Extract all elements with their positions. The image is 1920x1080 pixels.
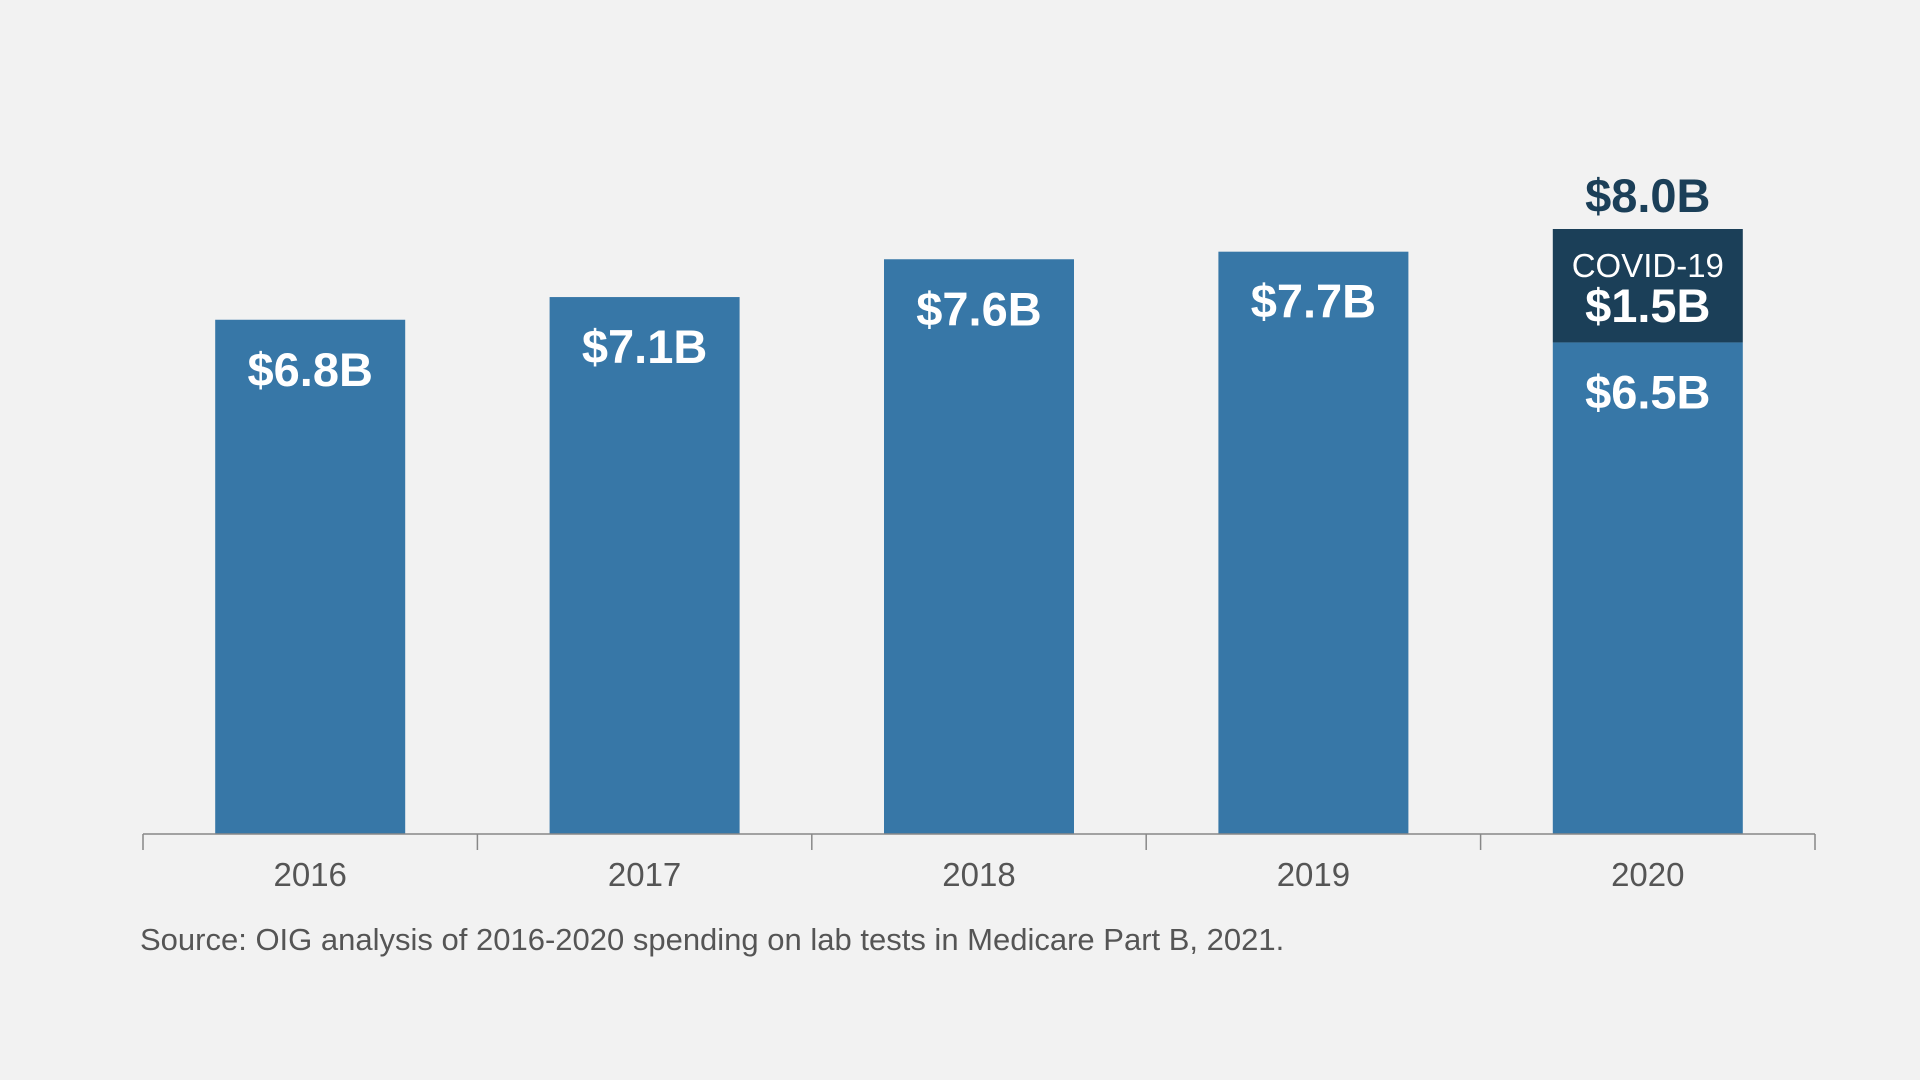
x-tick-label-2020: 2020 [1611, 856, 1684, 893]
bar-2020 [1552, 342, 1743, 834]
labels-group: $6.8B $7.1B $7.6B $7.7B COVID-19$1.5B $8.0B $6… [247, 169, 1723, 418]
bar-value-label-2016: $6.8B [247, 343, 372, 396]
bar-value-label-2020: $6.5B [1585, 365, 1710, 418]
x-tick-label-2019: 2019 [1277, 856, 1350, 893]
bar-value-label-2019: $7.7B [1251, 275, 1376, 328]
bars-group [215, 229, 1743, 834]
bar-2017 [549, 297, 740, 834]
total-label-2020: $8.0B [1585, 169, 1710, 222]
bar-2018 [884, 259, 1074, 834]
x-tick-label-2017: 2017 [608, 856, 681, 893]
covid-segment-name: COVID-19 [1572, 247, 1724, 284]
x-axis: 2016 2017 2018 2019 2020 [142, 833, 1816, 893]
bar-value-label-2017: $7.1B [582, 320, 707, 373]
source-note: Source: OIG analysis of 2016-2020 spendi… [140, 922, 1284, 957]
bar-2016 [215, 319, 406, 834]
x-tick-label-2016: 2016 [273, 856, 346, 893]
bar-value-label-2018: $7.6B [916, 282, 1041, 335]
bar-2019 [1218, 251, 1409, 834]
bar-covid-2020 [1552, 229, 1743, 343]
x-tick-label-2018: 2018 [942, 856, 1015, 893]
covid-segment-value: $1.5B [1585, 279, 1710, 332]
